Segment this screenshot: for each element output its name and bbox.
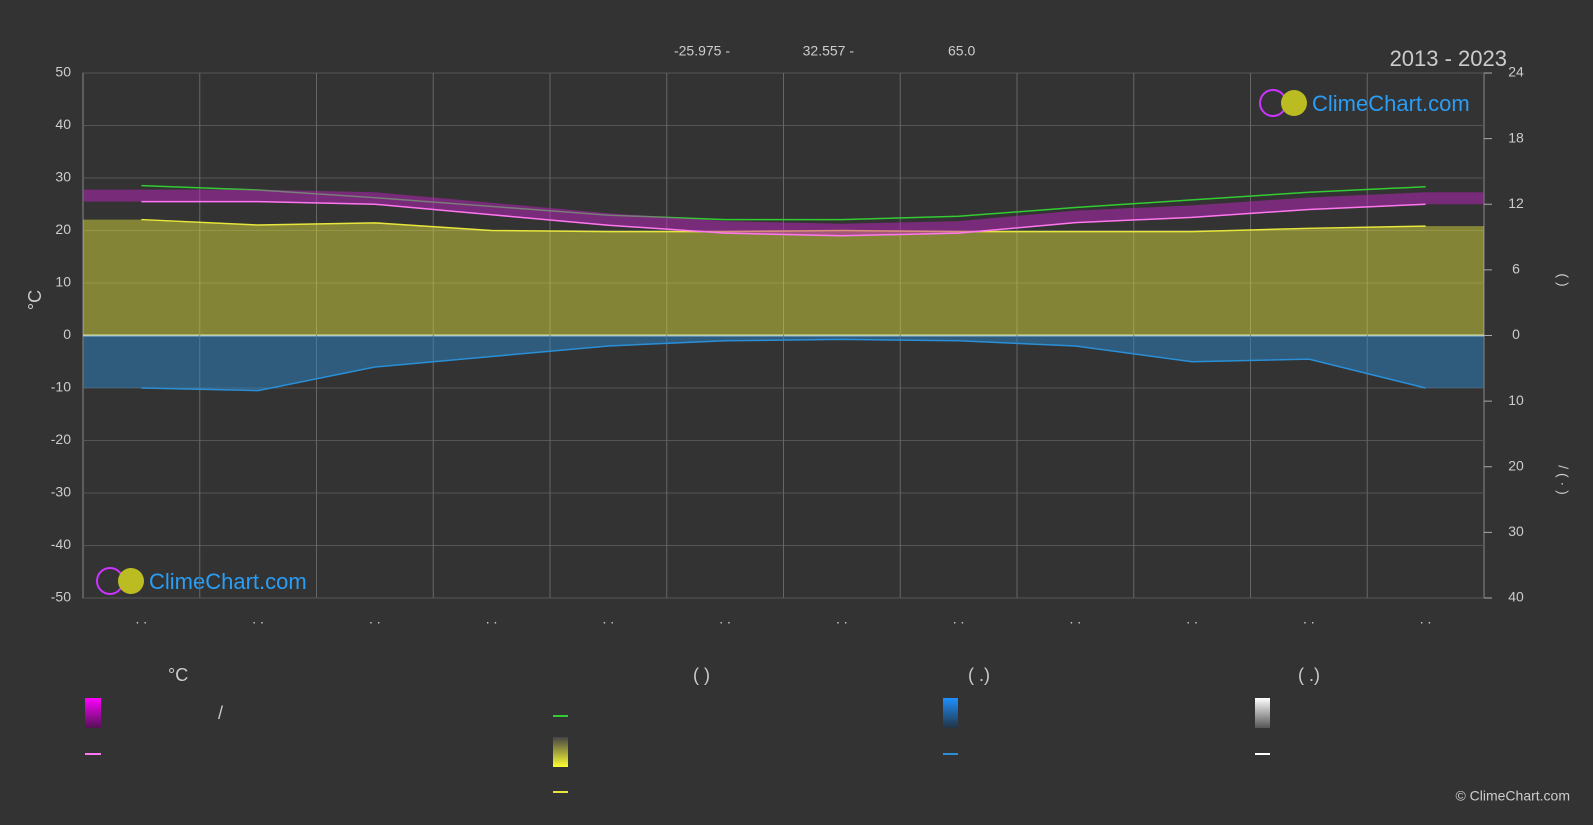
legend-header: °C (168, 665, 188, 685)
legend-swatches (85, 698, 1270, 793)
y-tick-label: -30 (51, 484, 71, 500)
x-tick-label: . . (719, 611, 731, 627)
location: 65.0 (948, 43, 975, 59)
y-tick-label: 40 (55, 116, 71, 132)
y-tick-label: 50 (55, 64, 71, 80)
y2-axis-label: ( ) (1555, 273, 1571, 286)
x-tick-label: . . (836, 611, 848, 627)
series-line (141, 218, 1426, 233)
x-tick-label: . . (603, 611, 615, 627)
brand: ClimeChart.com (1312, 91, 1470, 116)
legend-header: ( ) (693, 665, 710, 685)
y2-tick-label: 0 (1512, 326, 1520, 342)
x-tick-label: . . (369, 611, 381, 627)
y2-tick-label: 12 (1508, 195, 1524, 211)
x-tick-label: . . (486, 611, 498, 627)
y-tick-label: -20 (51, 431, 71, 447)
y3-tick-label: 40 (1508, 589, 1524, 605)
temp-band (83, 189, 1484, 236)
y-tick-label: 20 (55, 221, 71, 237)
series-line (141, 200, 1426, 237)
y-axis-label: °C (25, 290, 45, 310)
location: -25.975 - (674, 43, 730, 59)
x-tick-label: . . (252, 611, 264, 627)
area (83, 219, 1484, 336)
series-line (141, 338, 1426, 392)
chart-title: 2013 - 2023 (1390, 46, 1507, 71)
logo: ClimeChart.com (1259, 89, 1470, 117)
y3-tick-label: 20 (1508, 457, 1524, 473)
y2-tick-label: 24 (1508, 64, 1524, 80)
series-line (141, 184, 1426, 221)
x-tick-label: . . (136, 611, 148, 627)
y2-tick-label: 6 (1512, 261, 1520, 277)
legend-text: / (218, 703, 223, 723)
area (83, 335, 1484, 391)
y3-axis-label: / ( · ) (1555, 465, 1571, 495)
y-tick-label: -10 (51, 379, 71, 395)
legend-header: ( .) (968, 665, 990, 685)
location: 32.557 - (803, 43, 855, 59)
y2-tick-label: 18 (1508, 129, 1524, 145)
x-tick-label: . . (1420, 611, 1432, 627)
y-tick-label: -50 (51, 589, 71, 605)
x-tick-label: . . (1303, 611, 1315, 627)
x-tick-label: . . (1070, 611, 1082, 627)
x-tick-label: . . (1186, 611, 1198, 627)
y3-tick-label: 10 (1508, 392, 1524, 408)
x-tick-label: . . (953, 611, 965, 627)
y-tick-label: 0 (63, 326, 71, 342)
y-tick-label: -40 (51, 536, 71, 552)
y-tick-label: 30 (55, 169, 71, 185)
y-tick-label: 10 (55, 274, 71, 290)
legend-header: ( .) (1298, 665, 1320, 685)
copyright: © ClimeChart.com (1455, 788, 1570, 804)
y3-tick-label: 30 (1508, 523, 1524, 539)
brand: ClimeChart.com (149, 569, 307, 594)
logo: ClimeChart.com (96, 567, 307, 595)
